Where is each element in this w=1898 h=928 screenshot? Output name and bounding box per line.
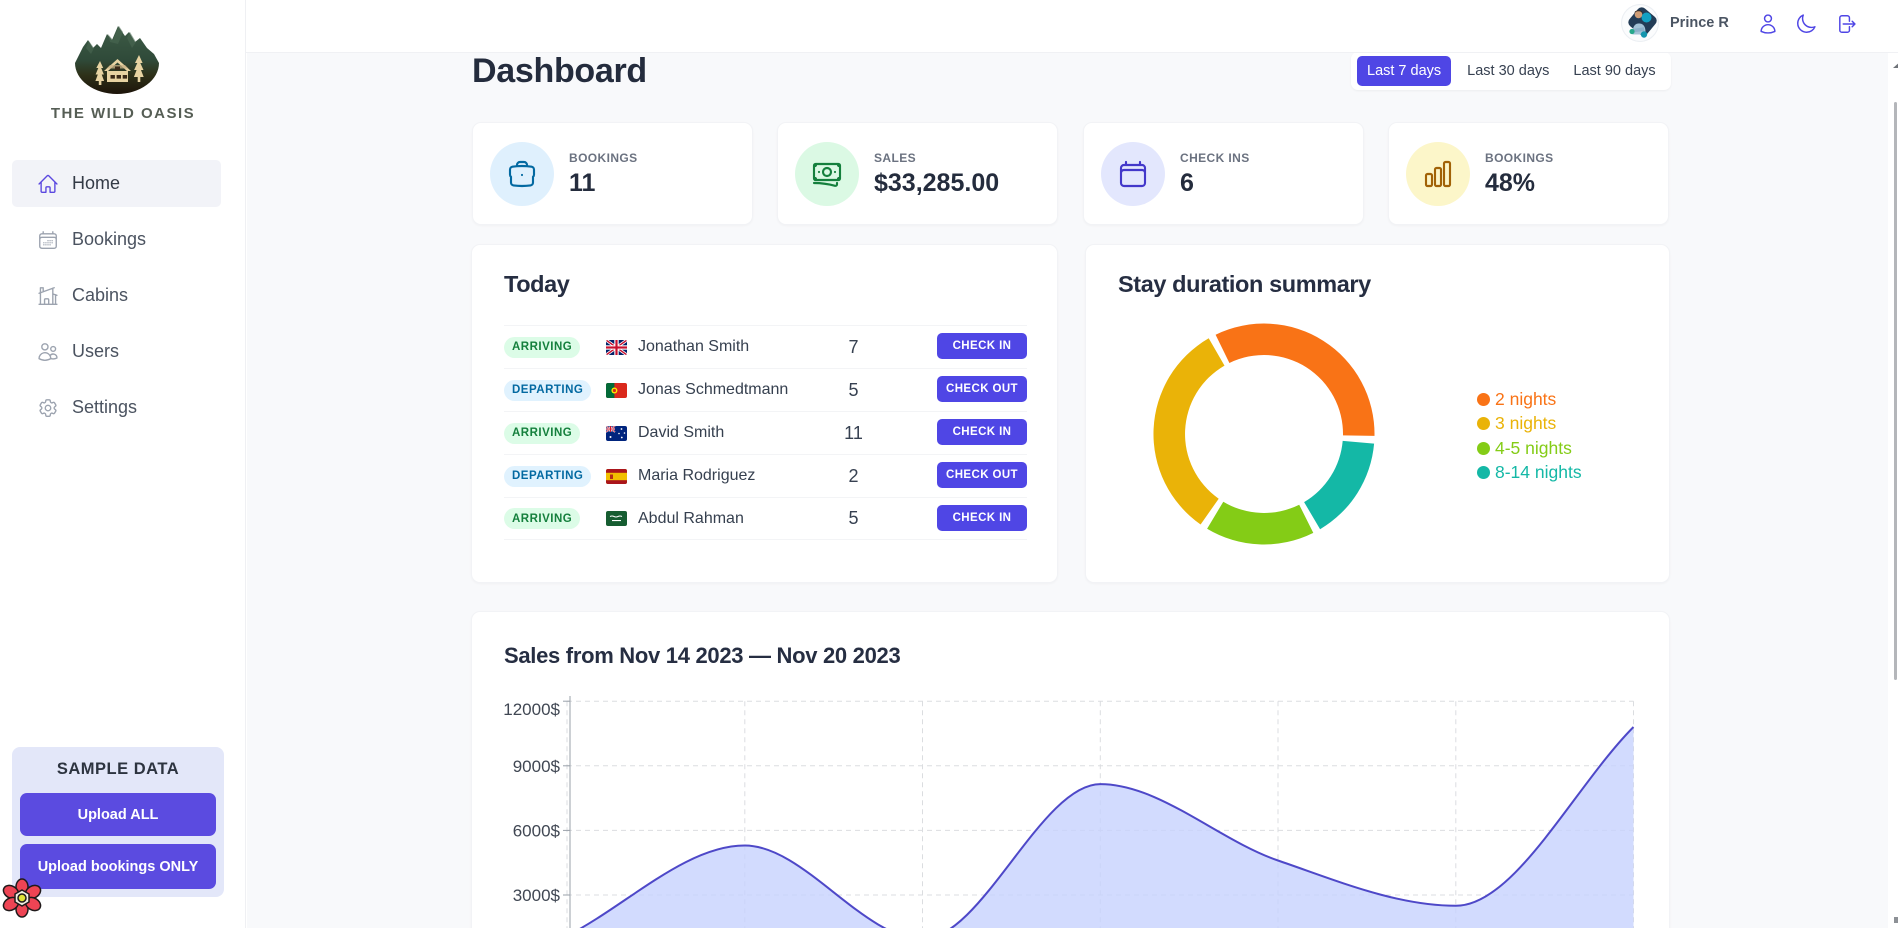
svg-text:9000$: 9000$ bbox=[513, 757, 561, 776]
svg-text:3000$: 3000$ bbox=[513, 886, 561, 905]
svg-text:6000$: 6000$ bbox=[513, 822, 561, 841]
svg-text:12000$: 12000$ bbox=[503, 700, 560, 719]
